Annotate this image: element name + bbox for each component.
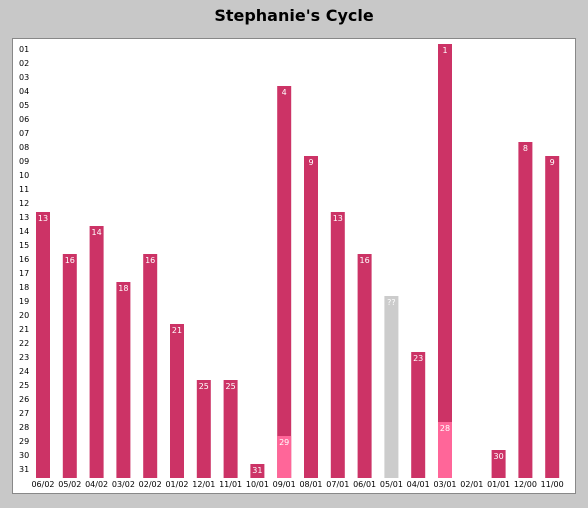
y-tick-label: 23 xyxy=(19,353,29,362)
x-tick-label: 04/02 xyxy=(85,480,108,489)
bar-value-label: 31 xyxy=(252,466,262,475)
x-tick-label: 10/01 xyxy=(246,480,269,489)
x-tick-label: 03/01 xyxy=(433,480,456,489)
x-tick-label: 11/01 xyxy=(219,480,242,489)
bar xyxy=(62,254,77,478)
bar-value-label: 1 xyxy=(442,46,447,55)
y-tick-label: 13 xyxy=(19,213,29,222)
x-tick-label: 06/02 xyxy=(31,480,54,489)
bar-value-label: 25 xyxy=(199,382,209,391)
y-tick-label: 25 xyxy=(19,381,29,390)
bar xyxy=(438,44,452,478)
bar-value-label: 28 xyxy=(440,424,450,433)
bar-value-label: 16 xyxy=(145,256,155,265)
y-tick-label: 14 xyxy=(19,227,29,236)
bar xyxy=(250,464,265,478)
bar-value-label: 16 xyxy=(360,256,370,265)
bar-value-label: 30 xyxy=(494,452,504,461)
bar xyxy=(330,212,345,478)
y-tick-label: 17 xyxy=(19,269,29,278)
bar xyxy=(545,156,560,478)
x-tick-label: 01/01 xyxy=(487,480,510,489)
x-tick-label: 12/01 xyxy=(192,480,215,489)
x-tick-label: 03/02 xyxy=(112,480,135,489)
bar-value-label: 9 xyxy=(308,158,313,167)
y-tick-label: 26 xyxy=(19,395,29,404)
bar xyxy=(304,156,318,478)
y-tick-label: 09 xyxy=(19,157,29,166)
x-tick-label: 06/01 xyxy=(353,480,376,489)
bar xyxy=(357,254,372,478)
bar xyxy=(223,380,238,478)
x-tick-label: 11/00 xyxy=(541,480,564,489)
bar-value-label: 8 xyxy=(523,144,528,153)
bar-value-label: 18 xyxy=(118,284,128,293)
x-tick-label: 09/01 xyxy=(273,480,296,489)
x-tick-label: 05/02 xyxy=(58,480,81,489)
x-tick-label: 01/02 xyxy=(165,480,188,489)
plot-area xyxy=(12,38,576,494)
bar-segment xyxy=(438,422,452,478)
y-tick-label: 06 xyxy=(19,115,29,124)
bar-value-label: ?? xyxy=(387,298,396,307)
y-tick-label: 16 xyxy=(19,255,29,264)
bar-value-label: 13 xyxy=(333,214,343,223)
y-tick-label: 03 xyxy=(19,73,29,82)
bar-value-label: 9 xyxy=(550,158,555,167)
y-tick-label: 15 xyxy=(19,241,29,250)
y-tick-label: 07 xyxy=(19,129,29,138)
y-tick-label: 04 xyxy=(19,87,29,96)
bar-value-label: 13 xyxy=(38,214,48,223)
bar xyxy=(196,380,211,478)
bar xyxy=(89,226,104,478)
y-tick-label: 02 xyxy=(19,59,29,68)
y-tick-label: 10 xyxy=(19,171,29,180)
bar xyxy=(411,352,426,478)
bar xyxy=(116,282,131,478)
x-tick-label: 02/01 xyxy=(460,480,483,489)
bar xyxy=(491,450,506,478)
y-tick-label: 29 xyxy=(19,437,29,446)
bar-value-label: 14 xyxy=(92,228,102,237)
y-tick-label: 08 xyxy=(19,143,29,152)
bar-value-label: 16 xyxy=(65,256,75,265)
y-tick-label: 20 xyxy=(19,311,29,320)
y-tick-label: 28 xyxy=(19,423,29,432)
bar xyxy=(170,324,184,478)
bar xyxy=(36,212,50,478)
y-tick-label: 11 xyxy=(19,185,29,194)
bar xyxy=(384,296,399,478)
bar xyxy=(143,254,158,478)
x-tick-label: 07/01 xyxy=(326,480,349,489)
y-tick-label: 12 xyxy=(19,199,29,208)
bar-value-label: 4 xyxy=(282,88,287,97)
y-tick-label: 22 xyxy=(19,339,29,348)
bar-value-label: 29 xyxy=(279,438,289,447)
x-tick-label: 08/01 xyxy=(299,480,322,489)
x-tick-label: 05/01 xyxy=(380,480,403,489)
chart-title: Stephanie's Cycle xyxy=(214,6,374,25)
y-tick-label: 27 xyxy=(19,409,29,418)
bar-value-label: 21 xyxy=(172,326,182,335)
y-tick-label: 18 xyxy=(19,283,29,292)
y-tick-label: 31 xyxy=(19,465,29,474)
bar xyxy=(277,86,292,478)
bar-value-label: 25 xyxy=(226,382,236,391)
x-tick-label: 04/01 xyxy=(407,480,430,489)
bar xyxy=(518,142,533,478)
x-tick-label: 12/00 xyxy=(514,480,537,489)
bar-value-label: 23 xyxy=(413,354,423,363)
y-tick-label: 01 xyxy=(19,45,29,54)
bar-segment xyxy=(277,436,292,478)
y-tick-label: 19 xyxy=(19,297,29,306)
y-tick-label: 24 xyxy=(19,367,29,376)
y-tick-label: 30 xyxy=(19,451,29,460)
x-tick-label: 02/02 xyxy=(139,480,162,489)
y-tick-label: 21 xyxy=(19,325,29,334)
y-tick-label: 05 xyxy=(19,101,29,110)
